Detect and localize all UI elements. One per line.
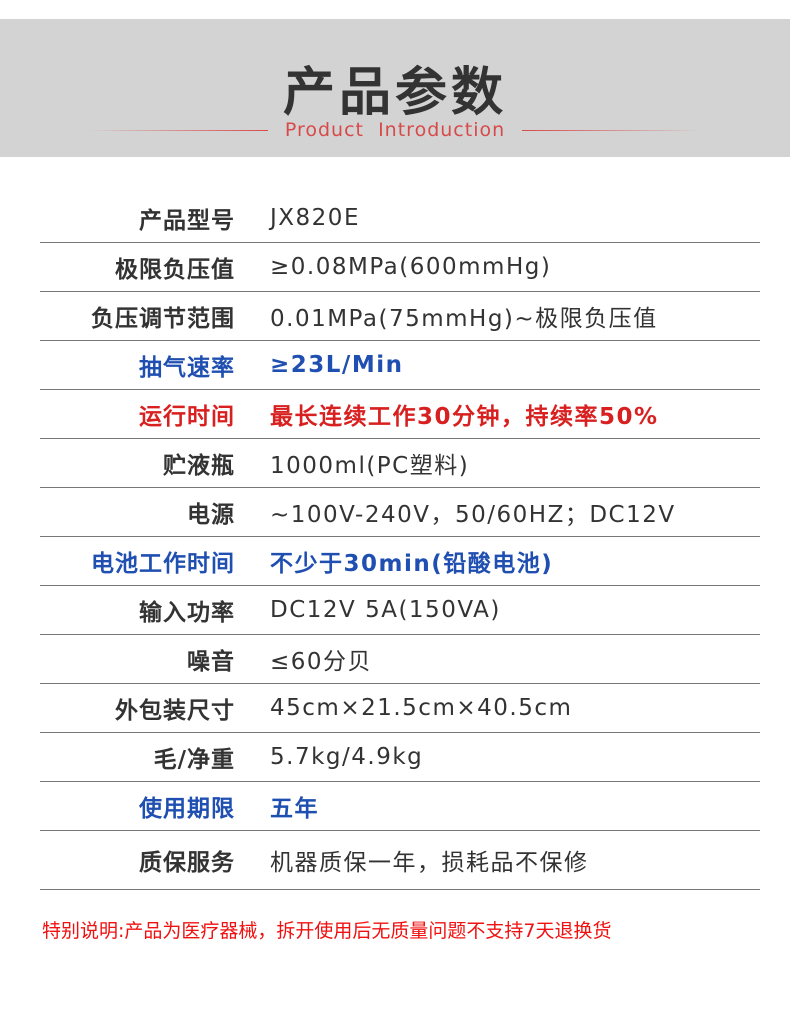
spec-row: 质保服务 机器质保一年，损耗品不保修	[40, 831, 760, 890]
spec-row: 抽气速率 ≥23L/Min	[40, 341, 760, 390]
spec-value: 不少于30min(铅酸电池)	[270, 551, 554, 577]
spec-value: 5.7kg/4.9kg	[270, 744, 424, 770]
spec-value: DC12V 5A(150VA)	[270, 597, 501, 623]
spec-value: 0.01MPa(75mmHg)~极限负压值	[270, 306, 658, 332]
spec-label: 噪音	[187, 649, 235, 675]
page-title: 产品参数	[282, 63, 507, 123]
spec-row: 使用期限 五年	[40, 782, 760, 831]
special-note: 特别说明:产品为医疗器械，拆开使用后无质量问题不支持7天退换货	[42, 920, 612, 942]
spec-label: 毛/净重	[153, 747, 235, 773]
spec-value: 45cm×21.5cm×40.5cm	[270, 695, 573, 721]
spec-label: 质保服务	[139, 850, 235, 876]
spec-row: 毛/净重 5.7kg/4.9kg	[40, 733, 760, 782]
header-band	[0, 19, 790, 157]
spec-row: 产品型号 JX820E	[40, 194, 760, 243]
spec-value: ~100V-240V，50/60HZ；DC12V	[270, 502, 676, 528]
spec-label: 使用期限	[139, 796, 235, 822]
spec-value: 机器质保一年，损耗品不保修	[270, 850, 589, 876]
spec-label: 极限负压值	[115, 257, 235, 283]
spec-row: 输入功率 DC12V 5A(150VA)	[40, 586, 760, 635]
divider-left	[88, 130, 268, 131]
page-subtitle: Product Introduction	[284, 119, 506, 141]
spec-value: 最长连续工作30分钟，持续率50%	[270, 404, 659, 430]
spec-label: 运行时间	[139, 404, 235, 430]
spec-row: 负压调节范围 0.01MPa(75mmHg)~极限负压值	[40, 292, 760, 341]
spec-value: ≥23L/Min	[270, 352, 404, 378]
spec-label: 贮液瓶	[163, 453, 235, 479]
spec-row: 电池工作时间 不少于30min(铅酸电池)	[40, 537, 760, 586]
divider-right	[522, 130, 702, 131]
spec-table: 产品型号 JX820E 极限负压值 ≥0.08MPa(600mmHg) 负压调节范围 0.…	[40, 194, 760, 890]
spec-row: 贮液瓶 1000ml(PC塑料)	[40, 439, 760, 488]
spec-label: 外包装尺寸	[115, 698, 235, 724]
spec-row: 极限负压值 ≥0.08MPa(600mmHg)	[40, 243, 760, 292]
spec-row: 运行时间 最长连续工作30分钟，持续率50%	[40, 390, 760, 439]
spec-value: ≥0.08MPa(600mmHg)	[270, 254, 552, 280]
spec-value: 五年	[270, 796, 319, 822]
spec-row: 电源 ~100V-240V，50/60HZ；DC12V	[40, 488, 760, 537]
spec-label: 电池工作时间	[91, 551, 235, 577]
spec-row: 外包装尺寸 45cm×21.5cm×40.5cm	[40, 684, 760, 733]
spec-label: 输入功率	[139, 600, 235, 626]
spec-label: 负压调节范围	[91, 306, 235, 332]
spec-label: 抽气速率	[139, 355, 235, 381]
spec-value: ≤60分贝	[270, 649, 373, 675]
spec-row: 噪音 ≤60分贝	[40, 635, 760, 684]
spec-label: 电源	[187, 502, 235, 528]
spec-value: JX820E	[270, 205, 360, 231]
spec-value: 1000ml(PC塑料)	[270, 453, 470, 479]
spec-label: 产品型号	[139, 208, 235, 234]
